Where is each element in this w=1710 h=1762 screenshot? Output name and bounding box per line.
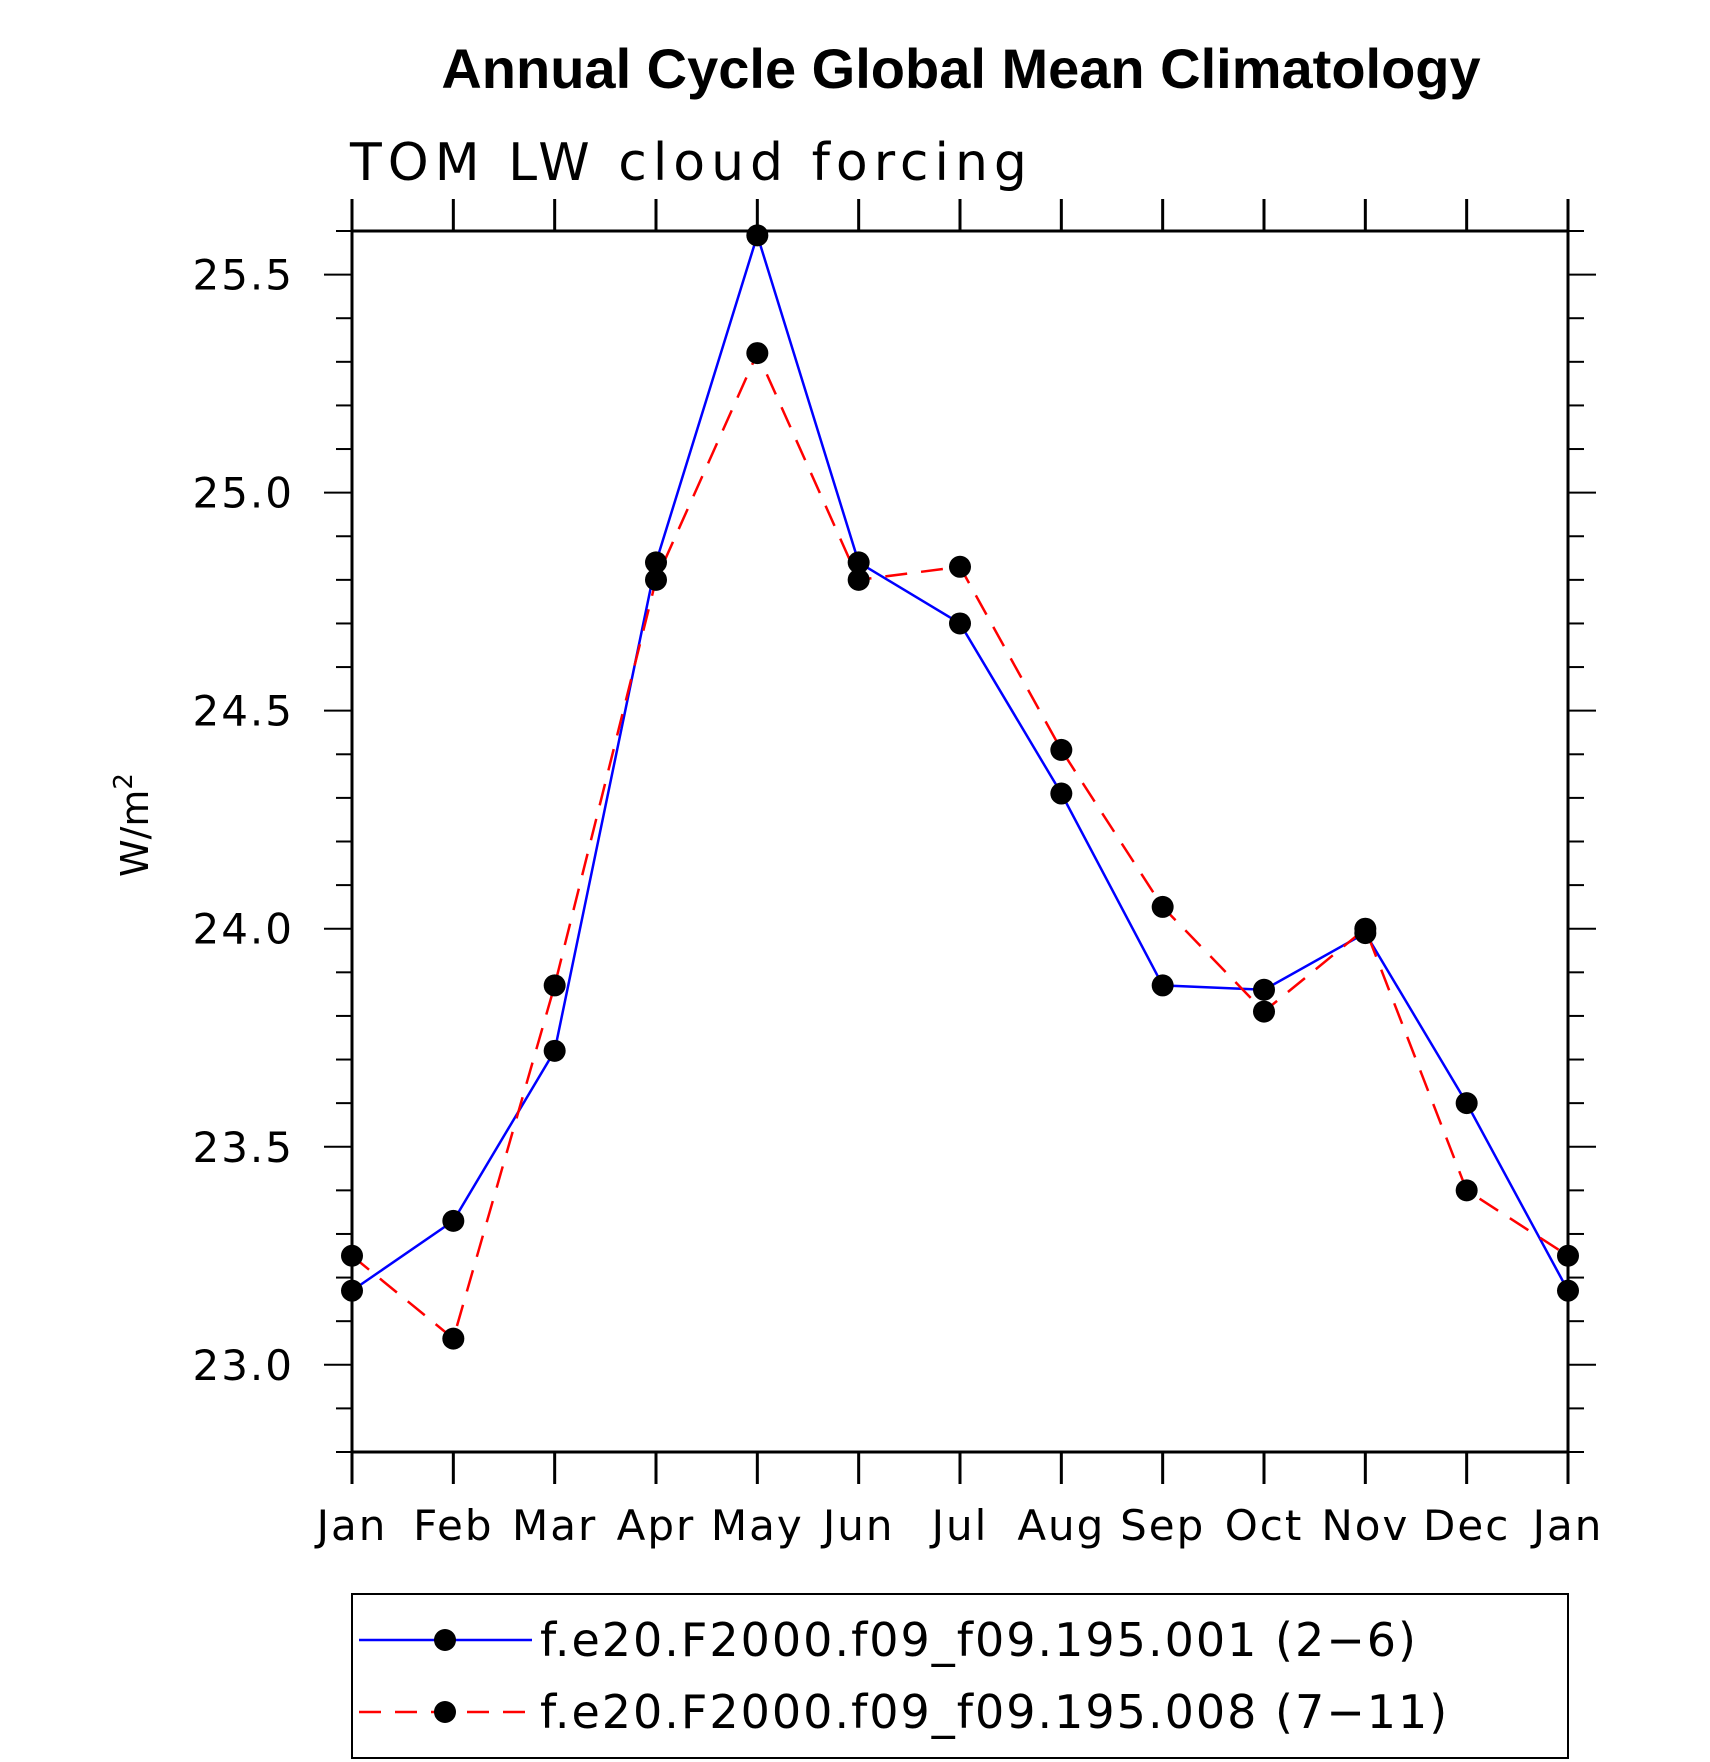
x-tick-label: Oct bbox=[1225, 1501, 1304, 1550]
legend-label-series-1: f.e20.F2000.f09_f09.195.001 (2−6) bbox=[540, 1613, 1418, 1667]
data-point-series-2 bbox=[645, 568, 667, 591]
y-axis-label-text: W/m bbox=[113, 790, 157, 877]
x-tick-label: Jan bbox=[1530, 1501, 1604, 1550]
y-tick-label: 25.0 bbox=[192, 469, 294, 518]
x-tick-labels: Jan Feb Mar Apr May Jun Jul Aug Sep Oct Nov Dec Jan bbox=[314, 1501, 1604, 1550]
data-point-series-1 bbox=[1253, 978, 1275, 1001]
axis-ticks bbox=[324, 199, 1596, 1484]
y-tick-label: 23.5 bbox=[192, 1123, 294, 1172]
data-point-series-2 bbox=[543, 974, 566, 997]
y-axis-label: W/m2 bbox=[109, 773, 157, 877]
svg-text:W/m2: W/m2 bbox=[109, 773, 157, 877]
x-tick-label: Sep bbox=[1120, 1501, 1205, 1550]
y-tick-labels: 23.0 23.5 24.0 24.5 25.0 25.5 bbox=[192, 251, 294, 1390]
x-tick-label: Jul bbox=[929, 1501, 989, 1550]
data-point-series-2 bbox=[1557, 1244, 1579, 1267]
x-tick-label: Feb bbox=[413, 1501, 493, 1550]
data-point-series-2 bbox=[746, 342, 769, 365]
legend-marker-series-2 bbox=[434, 1701, 456, 1723]
data-point-series-1 bbox=[1151, 974, 1174, 997]
data-point-series-2 bbox=[1455, 1179, 1478, 1202]
data-point-series-1 bbox=[341, 1279, 363, 1302]
x-tick-label: Aug bbox=[1017, 1501, 1105, 1550]
x-tick-label: Mar bbox=[512, 1501, 597, 1550]
data-point-series-2 bbox=[949, 555, 971, 578]
y-tick-label: 23.0 bbox=[192, 1341, 294, 1390]
x-tick-label: Apr bbox=[617, 1501, 696, 1550]
data-point-series-1 bbox=[1557, 1279, 1579, 1302]
data-point-series-1 bbox=[746, 224, 769, 247]
y-tick-label: 24.0 bbox=[192, 905, 294, 954]
x-tick-label: May bbox=[711, 1501, 804, 1550]
x-tick-label: Dec bbox=[1423, 1501, 1510, 1550]
data-point-series-1 bbox=[645, 551, 667, 574]
y-tick-label: 25.5 bbox=[192, 251, 294, 300]
data-point-series-2 bbox=[1151, 895, 1174, 918]
data-point-series-2 bbox=[847, 568, 870, 591]
x-tick-label: Jun bbox=[820, 1501, 895, 1550]
series-line-2 bbox=[351, 350, 1569, 1341]
chart-title: Annual Cycle Global Mean Climatology bbox=[441, 37, 1480, 100]
x-tick-label: Jan bbox=[314, 1501, 388, 1550]
series-layer bbox=[341, 224, 1579, 1350]
data-point-series-1 bbox=[543, 1039, 566, 1062]
data-point-series-1 bbox=[1050, 782, 1073, 805]
data-point-series-2 bbox=[341, 1244, 363, 1267]
data-point-series-2 bbox=[442, 1327, 465, 1350]
legend-label-series-2: f.e20.F2000.f09_f09.195.008 (7−11) bbox=[540, 1685, 1449, 1739]
y-axis-label-superscript: 2 bbox=[109, 773, 139, 790]
data-point-series-2 bbox=[1354, 917, 1377, 940]
chart-subtitle: TOM LW cloud forcing bbox=[349, 133, 1033, 193]
series-line-1 bbox=[351, 231, 1570, 1292]
data-point-series-1 bbox=[1455, 1092, 1478, 1115]
plot-frame bbox=[350, 229, 1570, 1454]
x-tick-label: Nov bbox=[1321, 1501, 1409, 1550]
legend: f.e20.F2000.f09_f09.195.001 (2−6) f.e20.… bbox=[351, 1593, 1569, 1759]
data-point-series-2 bbox=[1253, 1000, 1275, 1023]
data-point-series-1 bbox=[949, 612, 971, 635]
legend-marker-series-1 bbox=[434, 1629, 456, 1651]
legend-box bbox=[351, 1593, 1569, 1759]
data-point-series-1 bbox=[442, 1209, 465, 1232]
data-point-series-2 bbox=[1050, 738, 1073, 761]
data-point-series-1 bbox=[847, 551, 870, 574]
y-tick-label: 24.5 bbox=[192, 687, 294, 736]
